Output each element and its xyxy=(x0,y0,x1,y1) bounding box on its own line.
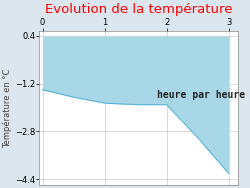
Text: heure par heure: heure par heure xyxy=(157,90,245,100)
Title: Evolution de la température: Evolution de la température xyxy=(45,3,232,16)
Y-axis label: Température en °C: Température en °C xyxy=(3,69,12,148)
